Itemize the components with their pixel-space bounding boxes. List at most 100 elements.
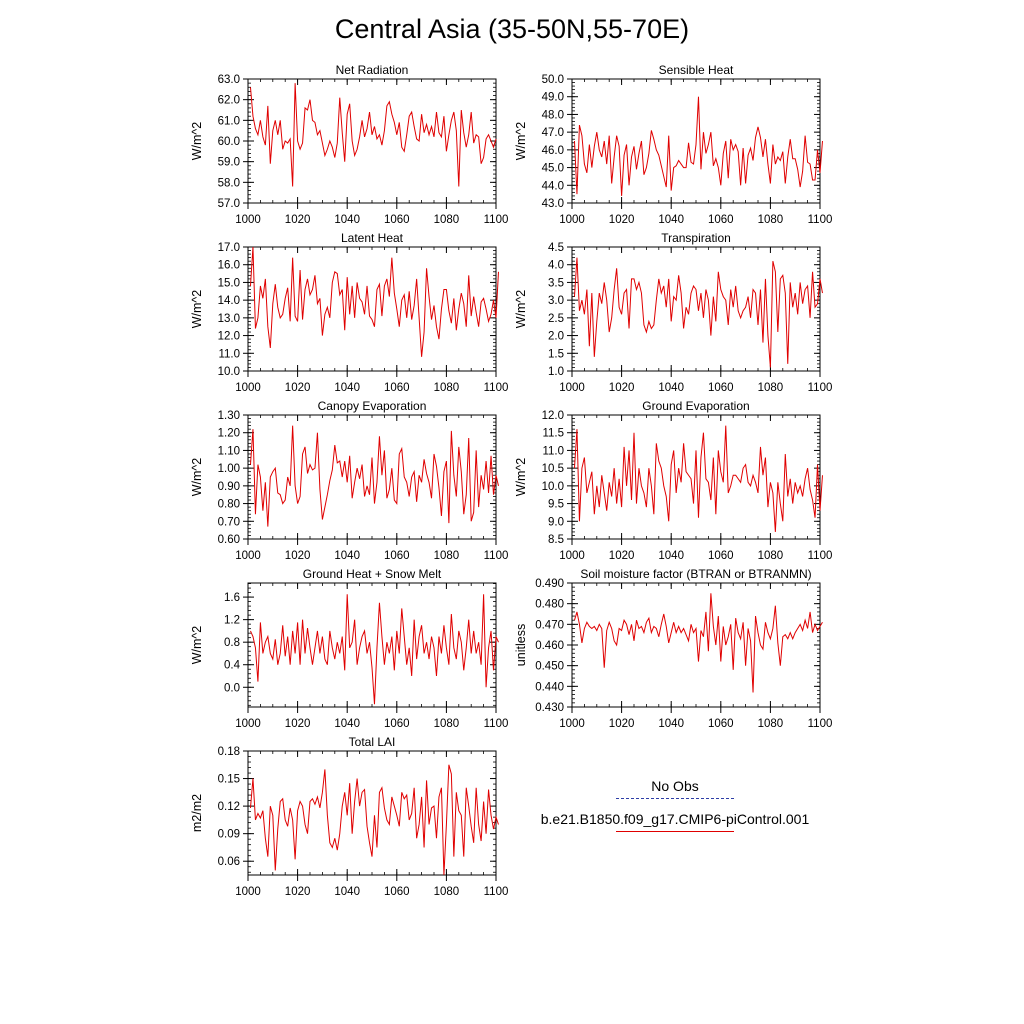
y-tick-label: 8.5 [548,534,564,546]
y-tick-label: 0.09 [218,829,240,841]
x-tick-label: 1100 [808,550,833,562]
y-tick-label: 1.30 [218,410,240,422]
y-tick-label: 1.0 [548,366,564,378]
x-tick-label: 1020 [609,550,635,562]
x-tick-label: 1080 [758,550,784,562]
panel-title: Canopy Evaporation [318,399,427,413]
y-axis-label: W/m^2 [190,626,204,665]
y-tick-label: 61.0 [218,115,240,127]
x-tick-label: 1020 [285,886,311,898]
y-tick-label: 60.0 [218,136,240,148]
y-tick-label: 58.0 [218,177,240,189]
y-tick-label: 0.06 [218,856,240,868]
x-tick-label: 1000 [235,886,261,898]
plot-frame [247,582,497,708]
x-tick-label: 1080 [434,382,460,394]
panel-0: Net Radiation 1000 1020 1040 1060 1080 1100 57.… [190,63,508,226]
panel-6: Ground Heat + Snow Melt 1000 1020 1040 1060 1… [190,567,508,730]
series-line-0 [573,257,823,368]
y-tick-label: 15.0 [218,277,240,289]
x-tick-label: 1060 [708,214,734,226]
y-tick-label: 10.0 [218,366,240,378]
y-axis-label: W/m^2 [514,290,528,329]
y-tick-label: 57.0 [218,198,240,210]
y-tick-label: 9.0 [548,516,564,528]
y-tick-label: 14.0 [218,295,240,307]
y-tick-label: 3.0 [548,295,564,307]
x-tick-label: 1100 [808,718,833,730]
x-tick-label: 1020 [609,214,635,226]
x-tick-label: 1100 [484,550,509,562]
y-axis-label: W/m^2 [190,290,204,329]
x-tick-label: 1020 [285,718,311,730]
plot-frame [247,414,497,540]
y-tick-label: 1.20 [218,428,240,440]
x-tick-label: 1080 [434,550,460,562]
x-tick-label: 1040 [658,718,684,730]
x-tick-label: 1000 [559,382,585,394]
x-tick-label: 1040 [334,382,360,394]
y-axis-label: m2/m2 [190,794,204,832]
y-tick-label: 10.5 [542,463,564,475]
y-tick-label: 0.480 [535,599,564,611]
x-tick-label: 1000 [235,718,261,730]
x-tick-label: 1060 [708,382,734,394]
x-tick-label: 1040 [658,382,684,394]
x-tick-label: 1040 [658,214,684,226]
panel-title: Sensible Heat [659,63,734,77]
x-tick-label: 1100 [808,382,833,394]
x-tick-label: 1080 [434,718,460,730]
y-tick-label: 0.60 [218,534,240,546]
legend-obs-label: No Obs [651,778,699,794]
y-tick-label: 45.0 [542,163,564,175]
panel-2: Latent Heat 1000 1020 1040 1060 1080 1100 10.0 1… [190,231,508,394]
x-tick-label: 1060 [384,886,410,898]
legend-model-line [616,831,734,832]
x-tick-label: 1080 [434,214,460,226]
x-tick-label: 1100 [484,886,509,898]
legend: No Obs b.e21.B1850.f09_g17.CMIP6-piContr… [520,778,830,844]
y-tick-label: 44.0 [542,180,564,192]
y-tick-label: 1.2 [224,615,240,627]
y-tick-label: 11.0 [542,445,564,457]
y-tick-label: 0.15 [218,774,240,786]
y-tick-label: 13.0 [218,313,240,325]
x-tick-label: 1000 [235,214,261,226]
y-axis-label: unitless [514,624,528,666]
x-tick-label: 1020 [285,550,311,562]
x-tick-label: 1000 [235,382,261,394]
y-tick-label: 46.0 [542,145,564,157]
y-tick-label: 0.0 [224,682,240,694]
series-line-0 [574,593,823,693]
y-tick-label: 0.490 [535,578,564,590]
x-tick-label: 1100 [484,382,509,394]
x-tick-label: 1060 [708,718,734,730]
y-tick-label: 0.450 [535,661,564,673]
panel-1: Sensible Heat 1000 1020 1040 1060 1080 1100 43.… [514,63,832,226]
x-tick-label: 1080 [758,718,784,730]
panel-title: Transpiration [661,231,731,245]
panel-title: Soil moisture factor (BTRAN or BTRANMN) [580,567,811,581]
panel-title: Total LAI [349,735,396,749]
y-tick-label: 4.0 [548,260,564,272]
x-tick-label: 1040 [334,718,360,730]
y-tick-label: 16.0 [218,260,240,272]
plot-frame [571,582,821,708]
y-tick-label: 43.0 [542,198,564,210]
y-tick-label: 10.0 [542,481,564,493]
x-tick-label: 1040 [334,214,360,226]
x-tick-label: 1000 [559,718,585,730]
x-tick-label: 1000 [559,214,585,226]
x-tick-label: 1000 [559,550,585,562]
legend-obs-line [616,798,734,799]
x-tick-label: 1020 [609,382,635,394]
y-tick-label: 1.6 [224,592,240,604]
y-tick-label: 1.5 [548,348,564,360]
y-tick-label: 0.90 [218,481,240,493]
x-tick-label: 1100 [484,214,509,226]
series-line-0 [249,425,499,527]
panel-7: Soil moisture factor (BTRAN or BTRANMN) 1… [514,567,832,730]
x-tick-label: 1080 [434,886,460,898]
x-tick-label: 1060 [384,550,410,562]
x-tick-label: 1100 [808,214,833,226]
